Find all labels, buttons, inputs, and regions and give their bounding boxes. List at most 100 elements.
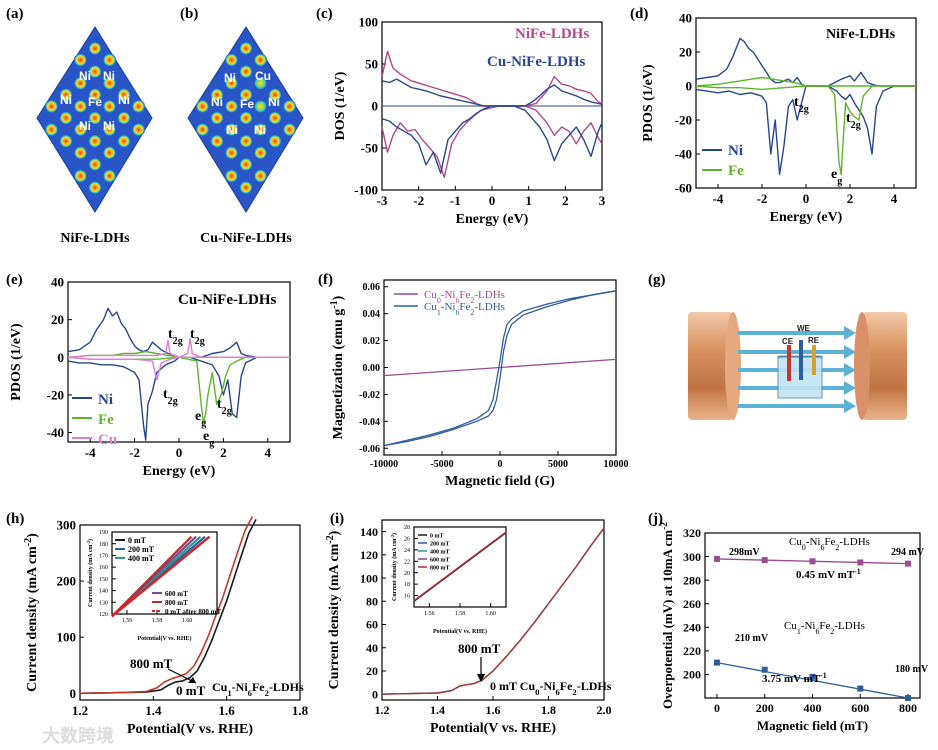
- y-tick-label-d: -20: [675, 113, 692, 128]
- legend-c-0: NiFe-LDHs: [515, 26, 589, 42]
- atom-density: [103, 123, 116, 137]
- panel-label-a: (a): [6, 6, 24, 22]
- x-axis-label-j: Magnetic field (mT): [757, 718, 868, 733]
- atom-density: [88, 111, 102, 125]
- atom-density: [74, 76, 87, 90]
- x-tick-label-f: -5000: [430, 459, 453, 470]
- y-tick-label-e: 0: [58, 350, 65, 365]
- annotation-arrowhead-h: [188, 677, 196, 683]
- data-point-j-1: [761, 666, 768, 673]
- y-axis-label-h-inset: Current density (mA cm-2): [86, 539, 95, 607]
- y-tick-label-f: 0.00: [363, 363, 381, 374]
- annotation-d-t2g-1: t2g: [794, 95, 809, 115]
- atom-density: [74, 123, 87, 137]
- chart-title-d: NiFe-LDHs: [826, 27, 896, 42]
- magnet-setup: WE CE RE: [688, 312, 907, 420]
- y-tick-label-i: 20: [366, 664, 378, 678]
- y-tick-label-j: 240: [683, 620, 701, 634]
- inset-legend-i-1: 200 mT: [430, 542, 450, 548]
- annotation-e-t2g-2: t2g: [190, 327, 205, 347]
- panel-label-e: (e): [6, 272, 23, 288]
- atom-density: [45, 123, 58, 137]
- inset-legend-i-0: 0 mT: [430, 534, 444, 540]
- inset-legend-i-3: 600 mT: [430, 558, 450, 564]
- y-tick-label-i-inset: 18: [404, 582, 410, 588]
- y-tick-label-e: 20: [51, 312, 64, 327]
- annotation-j-slope-0: 0.45 mV mT-1: [796, 567, 861, 582]
- panel-label-j: (j): [648, 511, 663, 527]
- atom-density: [88, 134, 102, 148]
- plot-frame-h-inset: [111, 531, 218, 615]
- x-tick-label-i: 1.4: [430, 703, 445, 717]
- x-tick-label-h-inset: 1.56: [122, 618, 133, 624]
- inset-legend-i-2: 400 mT: [430, 550, 450, 556]
- x-tick-label-d: -4: [713, 191, 724, 206]
- atom-density: [283, 99, 296, 113]
- y-tick-label-h-inset: 120: [99, 612, 108, 618]
- y-tick-label-h-inset: 190: [99, 530, 108, 536]
- x-axis-label-f: Magnetic field (G): [445, 474, 555, 489]
- y-axis-label-f: Magnetization (emu g-1): [329, 295, 347, 439]
- atom-label-b6: Ni: [226, 123, 238, 137]
- legend-e-fe: Fe: [98, 412, 114, 428]
- panel-label-c: (c): [316, 6, 333, 22]
- y-tick-label-h-inset: 170: [99, 554, 108, 560]
- series-line-c-2: [381, 78, 603, 107]
- atom-density: [132, 99, 145, 113]
- annotation-i-800mt: 800 mT: [458, 641, 501, 656]
- x-tick-label-c: 3: [599, 193, 606, 208]
- atom-map-a: [45, 41, 145, 195]
- y-tick-label-h: 300: [57, 518, 77, 533]
- y-tick-label-f: 0.02: [363, 336, 381, 347]
- inset-legend-h-0: 0 mT: [128, 536, 147, 545]
- series-line-c-1: [381, 105, 603, 179]
- atom-density: [254, 169, 267, 183]
- x-tick-label-h: 1.8: [292, 703, 309, 718]
- magnet-left: [688, 312, 733, 420]
- y-tick-label-c: 0: [372, 99, 379, 114]
- x-tick-label-i-inset: 1.56: [424, 611, 435, 617]
- atom-density: [239, 157, 253, 171]
- y-tick-label-f: 0.06: [363, 282, 381, 293]
- x-tick-label-j: 600: [851, 701, 869, 715]
- annotation-e-t2g-3: t2g: [163, 387, 178, 407]
- x-tick-label-c: 2: [562, 193, 569, 208]
- chart-c: -3 -2 -1 0 1 2 3 -100 -50 0 50 100 Energy (eV) DOS (1…: [333, 15, 606, 227]
- atom-density: [103, 53, 116, 67]
- y-tick-label-f: 0.04: [363, 309, 381, 320]
- annotation-arrowhead-i: [477, 674, 485, 682]
- series-line-d-0: [695, 37, 916, 87]
- atom-density: [268, 111, 282, 125]
- atom-density: [88, 181, 102, 195]
- y-tick-label-e: -20: [47, 387, 64, 402]
- x-tick-label-c: -1: [450, 193, 461, 208]
- caption-a: NiFe-LDHs: [60, 231, 130, 246]
- atom-density: [74, 53, 87, 67]
- atom-density: [196, 123, 209, 137]
- y-tick-label-h-inset: 160: [99, 565, 108, 571]
- y-tick-label-j: 320: [683, 526, 701, 540]
- y-axis-label-c: DOS (1/eV): [333, 71, 348, 140]
- legend-d-fe: Fe: [728, 163, 744, 179]
- y-tick-label-h-inset: 180: [99, 542, 108, 548]
- atom-density: [283, 123, 296, 137]
- y-tick-label-d: 40: [679, 11, 692, 26]
- fit-line-j-1: [716, 662, 909, 699]
- atom-density: [88, 65, 102, 79]
- atom-density: [239, 134, 253, 148]
- legend-f-1: Cu1-Ni6Fe2-LDHs: [424, 301, 505, 317]
- atom-label-b1: Ni: [224, 71, 236, 85]
- y-tick-label-j: 280: [683, 573, 701, 587]
- y-tick-label-f: -0.02: [359, 390, 380, 401]
- atom-density: [59, 111, 73, 125]
- x-tick-label-f: 0: [498, 459, 503, 470]
- atom-density: [45, 99, 58, 113]
- y-axis-label-e: PDOS (1/eV): [9, 323, 24, 401]
- y-tick-label-i-inset: 16: [404, 594, 410, 600]
- atom-density: [254, 99, 267, 113]
- atom-map-b: [196, 41, 296, 195]
- y-tick-label-i: 140: [360, 525, 378, 539]
- atom-density: [196, 99, 209, 113]
- annotation-e-eg-1: eg: [195, 409, 206, 429]
- annotation-j-298: 298mV: [729, 547, 760, 558]
